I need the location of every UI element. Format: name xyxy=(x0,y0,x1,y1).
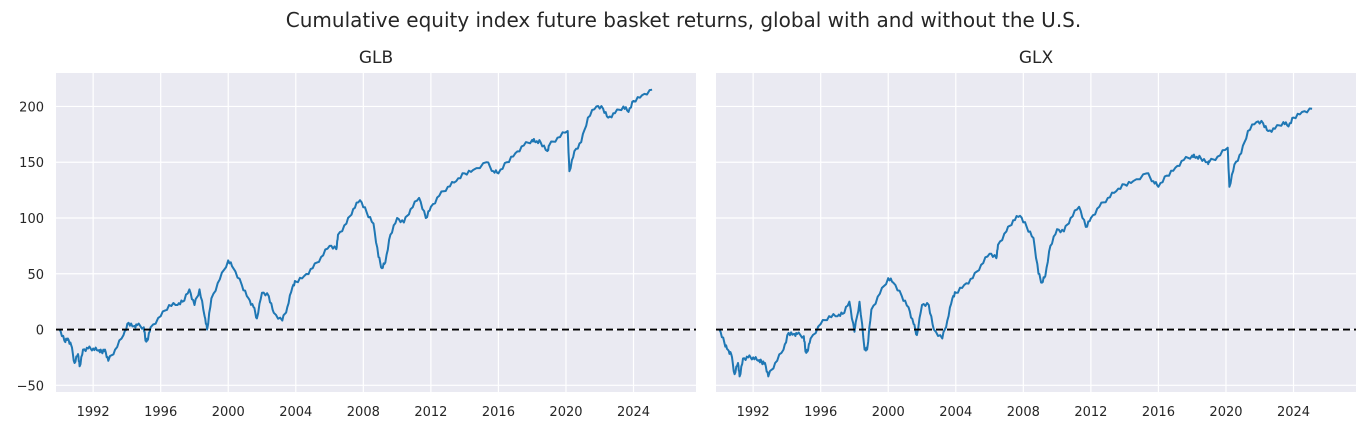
x-tick-label: 2016 xyxy=(482,405,515,420)
y-tick-label: 100 xyxy=(19,212,44,227)
x-tick-label: 2020 xyxy=(1209,405,1242,420)
plot-area xyxy=(56,73,696,392)
x-tick-label: 2004 xyxy=(279,405,312,420)
y-tick-label: 0 xyxy=(36,324,44,339)
x-tick-label: 2000 xyxy=(212,405,245,420)
y-tick-label: 50 xyxy=(27,268,44,283)
panel-title-glx: GLX xyxy=(1018,48,1054,68)
series-line xyxy=(58,88,653,368)
x-tick-label: 1996 xyxy=(804,405,837,420)
panel-title-glb: GLB xyxy=(358,48,394,68)
series-line xyxy=(718,107,1313,378)
figure-suptitle: Cumulative equity index future basket re… xyxy=(285,8,1082,32)
x-tick-label: 2024 xyxy=(617,405,650,420)
x-tick-label: 2016 xyxy=(1142,405,1175,420)
x-tick-label: 2008 xyxy=(1007,405,1040,420)
x-tick-label: 1992 xyxy=(77,405,110,420)
x-tick-label: 2012 xyxy=(414,405,447,420)
panel-glb: −50 0 50 100 150 200 1992 1996 2000 2004 2008 2012 2… xyxy=(17,73,696,420)
x-tick-label: 2020 xyxy=(549,405,582,420)
x-tick-label: 1992 xyxy=(737,405,770,420)
plot-area xyxy=(716,73,1356,392)
panel-glx: 1992 1996 2000 2004 2008 2012 2016 2020 2024 xyxy=(716,73,1356,420)
y-tick-label: 150 xyxy=(19,156,44,171)
y-tick-label: 200 xyxy=(19,100,44,115)
x-tick-label: 2012 xyxy=(1074,405,1107,420)
x-tick-label: 2000 xyxy=(872,405,905,420)
x-tick-label: 2004 xyxy=(939,405,972,420)
x-tick-label: 2008 xyxy=(347,405,380,420)
x-tick-label: 1996 xyxy=(144,405,177,420)
x-tick-label: 2024 xyxy=(1277,405,1310,420)
y-tick-label: −50 xyxy=(17,379,44,394)
